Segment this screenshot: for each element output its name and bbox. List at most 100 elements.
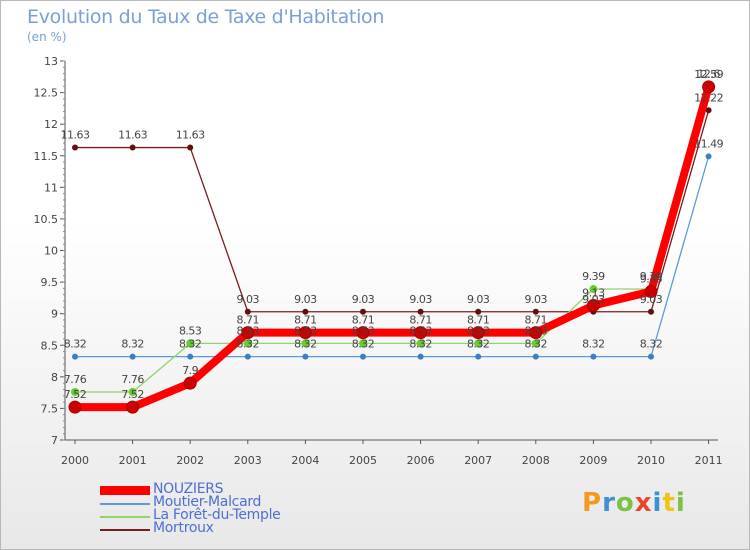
data-label: 12.59 — [694, 68, 723, 81]
data-point — [68, 400, 82, 414]
data-label: 8.32 — [64, 338, 87, 351]
data-label: 8.32 — [121, 338, 144, 351]
x-tick-label: 2010 — [637, 454, 665, 467]
data-point — [590, 353, 597, 360]
data-label: 8.32 — [582, 338, 605, 351]
legend-swatch — [100, 486, 150, 495]
data-label: 8.32 — [409, 338, 432, 351]
data-label: 9.03 — [640, 293, 663, 306]
data-point — [187, 144, 194, 151]
data-label: 8.71 — [352, 314, 375, 327]
y-tick-label: 10.5 — [34, 213, 59, 226]
data-point — [360, 308, 366, 315]
data-point — [72, 144, 78, 151]
data-label: 11.49 — [694, 137, 723, 150]
data-point — [183, 376, 197, 390]
data-point — [243, 339, 252, 348]
data-label: 9.39 — [582, 270, 605, 283]
data-point — [475, 308, 482, 315]
data-label: 8.32 — [525, 338, 548, 351]
data-label: 8.71 — [409, 314, 432, 327]
data-label: 8.53 — [237, 324, 260, 337]
data-point — [301, 339, 310, 348]
y-tick-label: 9 — [51, 308, 58, 321]
data-label: 9.03 — [294, 293, 317, 306]
series-line-0 — [71, 82, 713, 412]
data-label: 8.32 — [640, 338, 663, 351]
chart-title: Evolution du Taux de Taxe d'Habitation — [27, 6, 385, 28]
x-tick-label: 2007 — [464, 454, 492, 467]
data-label: 7.52 — [64, 388, 87, 401]
x-tick-label: 2003 — [234, 454, 262, 467]
chart-subtitle: (en %) — [27, 30, 67, 44]
data-point — [129, 353, 136, 360]
y-tick-label: 12 — [44, 118, 58, 131]
data-point — [586, 298, 600, 312]
data-label: 9.03 — [525, 293, 548, 306]
data-label: 9.13 — [582, 286, 605, 299]
x-tick-label: 2009 — [579, 454, 607, 467]
legend-label: NOUZIERS — [153, 481, 224, 497]
data-label: 8.53 — [179, 324, 202, 337]
data-point — [471, 326, 485, 340]
data-point — [705, 153, 712, 160]
x-tick-label: 2001 — [119, 454, 147, 467]
data-label: 8.32 — [294, 338, 317, 351]
legend-swatch — [100, 529, 150, 531]
data-point — [129, 144, 136, 151]
data-label: 7.76 — [121, 373, 144, 386]
legend-label: La Forêt-du-Temple — [153, 507, 281, 523]
data-point — [126, 400, 140, 414]
data-point — [644, 285, 658, 299]
data-label: 12.22 — [694, 91, 723, 104]
data-point — [244, 353, 251, 360]
data-point — [71, 387, 79, 396]
data-point — [648, 308, 654, 315]
legend-swatch — [100, 503, 150, 505]
data-point — [531, 339, 540, 348]
data-label: 8.53 — [352, 324, 375, 337]
data-label: 8.32 — [237, 338, 260, 351]
data-label: 9.03 — [467, 293, 490, 306]
y-tick-label: 10 — [44, 245, 58, 258]
data-label: 9.39 — [640, 270, 663, 283]
data-point — [532, 353, 539, 360]
data-point — [128, 387, 137, 396]
brand-logo: Proxiti — [582, 488, 686, 518]
data-point — [417, 308, 424, 315]
data-point — [187, 353, 194, 360]
legend-swatch — [100, 516, 150, 518]
data-point — [414, 326, 428, 340]
data-label: 8.53 — [294, 324, 317, 337]
data-label: 9.03 — [582, 293, 605, 306]
x-tick-label: 2008 — [522, 454, 550, 467]
data-label: 8.71 — [525, 314, 548, 327]
data-label: 8.71 — [294, 314, 317, 327]
data-point — [475, 353, 482, 360]
data-point — [702, 80, 716, 94]
data-point — [589, 285, 598, 294]
y-tick-label: 13 — [44, 55, 58, 68]
y-tick-label: 8 — [51, 371, 58, 384]
y-tick-label: 8.5 — [41, 339, 59, 352]
series-line-2 — [74, 85, 710, 393]
data-label: 11.63 — [61, 129, 90, 142]
data-label: 8.32 — [179, 338, 202, 351]
data-point — [244, 308, 251, 315]
data-point — [302, 353, 309, 360]
data-point — [532, 308, 539, 315]
data-label: 8.53 — [525, 324, 548, 337]
data-label: 9.03 — [237, 293, 260, 306]
y-tick-label: 12.5 — [34, 87, 59, 100]
series-line-1 — [74, 155, 710, 358]
data-point — [705, 107, 712, 114]
data-point — [241, 326, 255, 340]
x-tick-label: 2011 — [695, 454, 723, 467]
data-label: 9.35 — [640, 273, 663, 286]
x-tick-label: 2002 — [176, 454, 204, 467]
x-tick-label: 2005 — [349, 454, 377, 467]
data-point — [416, 339, 425, 348]
data-point — [474, 339, 483, 348]
data-point — [186, 339, 195, 348]
